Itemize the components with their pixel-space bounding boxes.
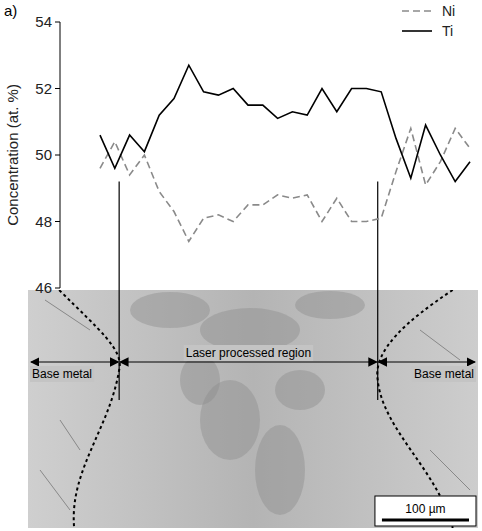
texture (255, 425, 305, 515)
texture (430, 450, 470, 490)
texture (60, 420, 80, 450)
figure: Laser processed region Base metal Base met… (0, 0, 482, 531)
micrograph (28, 290, 478, 528)
texture (45, 300, 90, 330)
region-arrow (31, 361, 118, 362)
y-tick (55, 155, 60, 156)
region-label: Base metal (32, 367, 92, 381)
texture (275, 370, 325, 410)
region-arrow (379, 361, 475, 362)
texture (130, 292, 210, 328)
fusion-boundary (377, 290, 452, 528)
y-axis-title: Concentration (at. %) (4, 84, 21, 226)
series-line (100, 128, 470, 241)
region-boundary (119, 182, 120, 400)
y-tick-label: 48 (35, 213, 52, 230)
scale-bar (382, 519, 469, 522)
y-tick (55, 88, 60, 89)
region-boundary (377, 182, 378, 400)
scale-bar-box (375, 496, 476, 526)
region-label: Laser processed region (186, 346, 311, 360)
label-patch (412, 366, 476, 382)
y-tick-label: 50 (35, 146, 52, 163)
texture (420, 330, 460, 360)
scale-bar-label: 100 µm (405, 502, 445, 516)
y-tick-label: 46 (35, 279, 52, 296)
legend-swatch (402, 30, 432, 32)
legend-label: Ti (442, 23, 453, 39)
micrograph-ground (28, 290, 478, 528)
texture (40, 470, 70, 510)
y-tick (55, 22, 60, 23)
y-tick-label: 54 (35, 13, 52, 30)
legend-swatch (402, 10, 432, 12)
y-tick (55, 221, 60, 222)
panel-letter: a) (4, 2, 17, 19)
region-arrow (120, 361, 377, 362)
legend-label: Ni (442, 3, 455, 19)
region-label: Base metal (414, 367, 474, 381)
label-patch (184, 345, 313, 361)
series-group (100, 65, 470, 241)
label-patch (30, 366, 94, 382)
texture (295, 291, 365, 319)
y-tick-label: 52 (35, 80, 52, 97)
fusion-boundary (59, 290, 120, 528)
series-line (100, 65, 470, 181)
y-tick (55, 288, 60, 289)
